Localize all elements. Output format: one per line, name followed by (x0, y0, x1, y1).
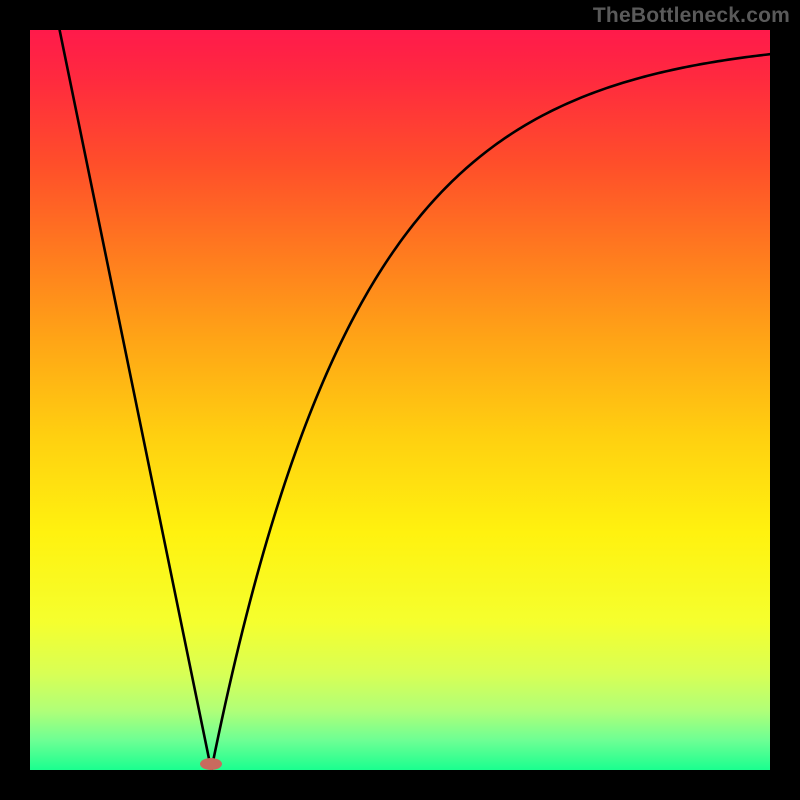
watermark-text: TheBottleneck.com (593, 4, 790, 28)
bottleneck-curve (30, 30, 770, 770)
chart-frame: TheBottleneck.com (0, 0, 800, 800)
plot-area (30, 30, 770, 770)
